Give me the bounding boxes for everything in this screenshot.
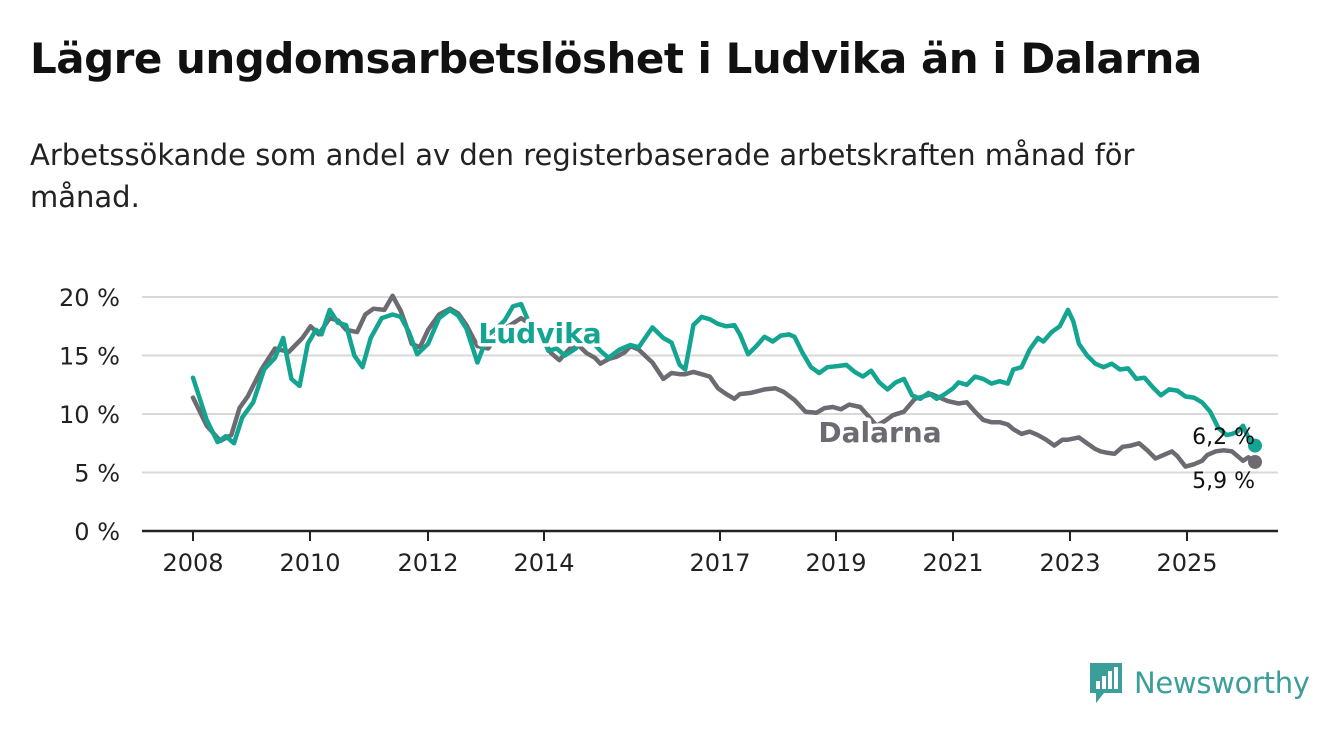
x-tick-label-2019: 2019 [805, 549, 866, 577]
brand-name: Newsworthy [1134, 666, 1310, 700]
line-chart: 0 %5 %10 %15 %20 % 2008 2010 2012 2014 2017 2… [59, 284, 1278, 577]
x-tick-label-2010: 2010 [279, 549, 340, 577]
x-tick-label-2023: 2023 [1039, 549, 1100, 577]
y-axis-tick-labels: 0 % 5 % 10 % 15 % 20 % [59, 284, 120, 546]
y-tick-label-0: 0 % [74, 518, 120, 546]
y-tick-label-10: 10 % [59, 401, 120, 429]
newsworthy-brand: Newsworthy [1088, 660, 1310, 706]
chart-annotations: 6,2 % 5,9 % Ludvika Dalarna [475, 314, 1255, 495]
x-axis-tick-labels: 2008 2010 2012 2014 2017 2019 2021 2023 2025 [162, 549, 1217, 577]
x-tick-label-2008: 2008 [162, 549, 223, 577]
chart-subtitle: Arbetssökande som andel av den registerb… [30, 138, 1135, 214]
y-tick-label-5: 5 % [74, 460, 120, 488]
x-tick-label-2012: 2012 [397, 549, 458, 577]
x-tick-label-2014: 2014 [513, 549, 574, 577]
series-endpoint-dalarna [1248, 454, 1262, 469]
y-tick-label-20: 20 % [59, 284, 120, 312]
end-label-dalarna: 5,9 % [1192, 469, 1255, 494]
x-tick-label-2025: 2025 [1156, 549, 1217, 577]
x-tick-label-2021: 2021 [922, 549, 983, 577]
x-axis [142, 529, 1278, 541]
series-endpoint-ludvika [1248, 438, 1262, 453]
newsworthy-logo-icon [1090, 663, 1122, 703]
annotation-dalarna: Dalarna [818, 416, 941, 449]
chart-title: Lägre ungdomsarbetslöshet i Ludvika än i… [30, 34, 1202, 83]
x-tick-label-2017: 2017 [689, 549, 750, 577]
series-line-dalarna [190, 293, 1258, 469]
series-line-ludvika [190, 301, 1258, 448]
chart-series-lines [190, 293, 1262, 469]
annotation-ludvika: Ludvika [478, 317, 601, 350]
y-tick-label-15: 15 % [59, 343, 120, 371]
chart-gridlines [142, 296, 1278, 474]
end-label-ludvika: 6,2 % [1192, 425, 1255, 450]
